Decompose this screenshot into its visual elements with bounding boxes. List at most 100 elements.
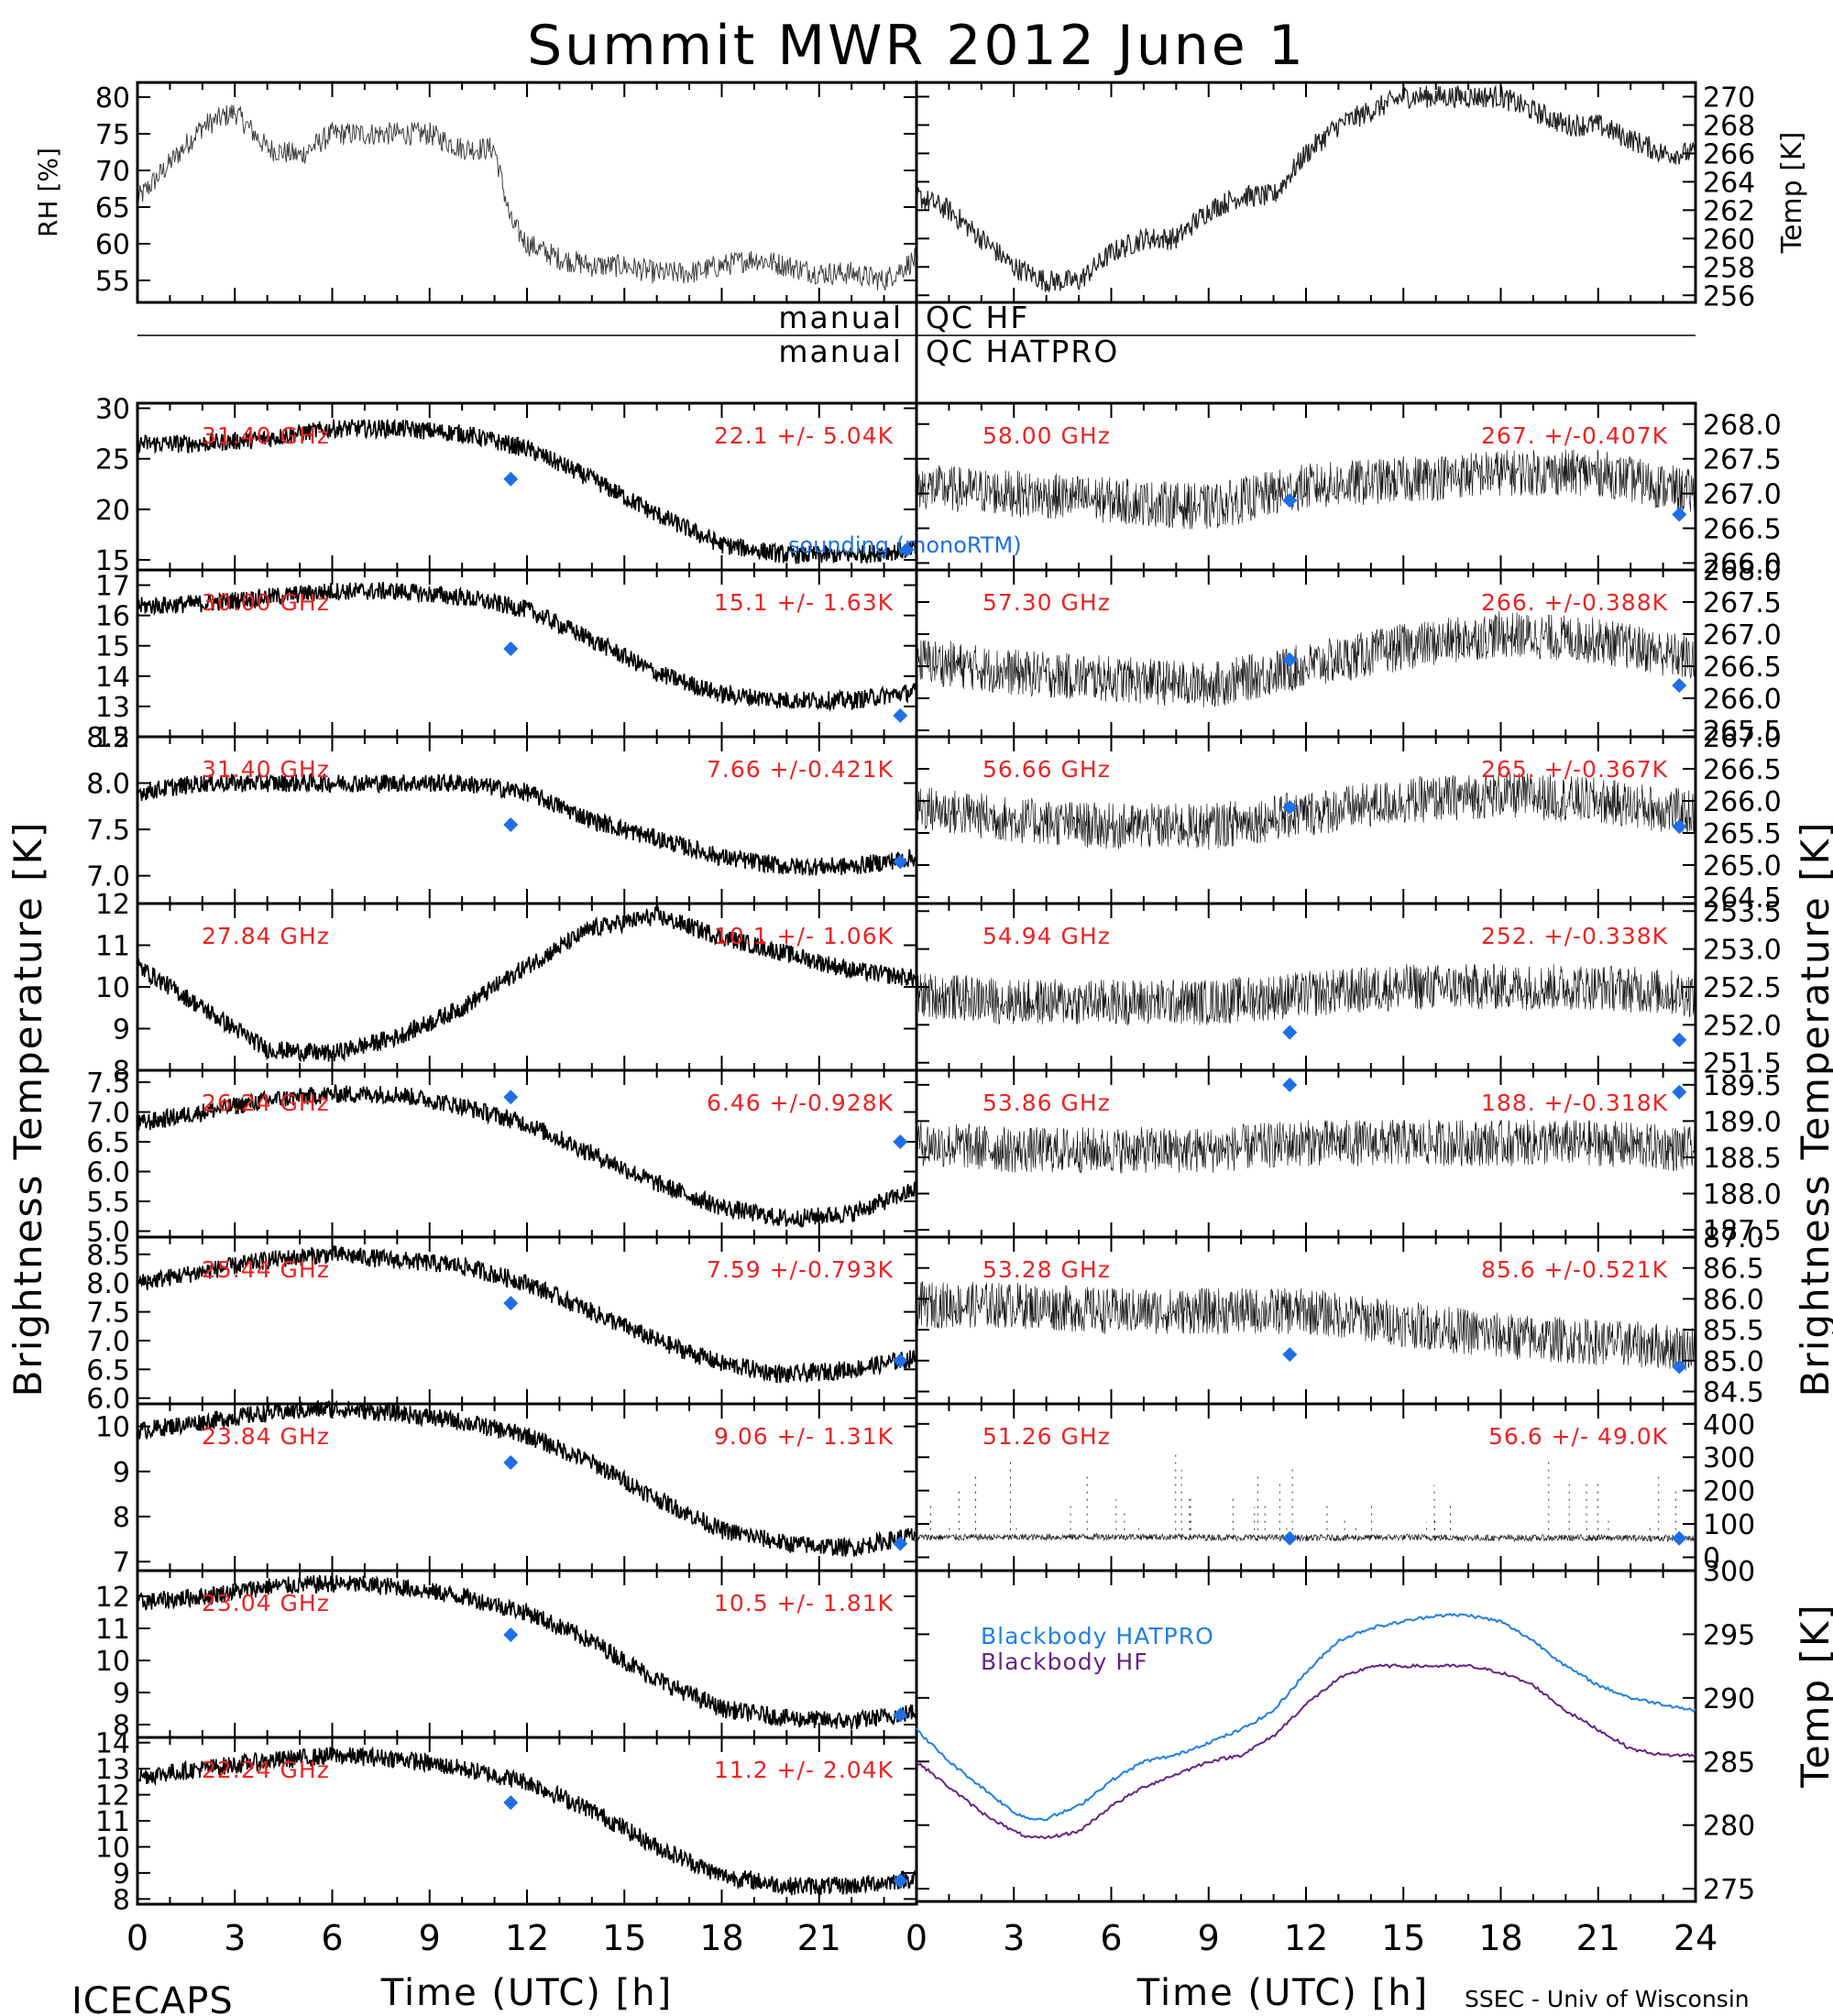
left-panel-ytick-label: 6.5 — [86, 1127, 130, 1159]
left-panel-ytick-label: 15 — [95, 631, 130, 663]
left-panel-6: 6.06.57.07.58.08.5 25.44 GHz 7.59 +/-0.793… — [86, 1235, 918, 1416]
x-tick-label-left: 3 — [224, 1918, 246, 1958]
left-panel-ytick-label: 7 — [113, 1547, 130, 1579]
right-panel-5: 187.5 188.0 188.5 189.0 189.5 53.86 GHz 188. +… — [915, 1068, 1782, 1247]
rh-panel-ytick-label: 70 — [95, 156, 130, 188]
bb-series-line — [916, 1662, 1696, 1840]
right-panel-ytick-label: 187.5 — [1703, 1215, 1782, 1247]
left-panel-ytick-label: 8 — [113, 1884, 130, 1916]
sounding-marker — [503, 471, 519, 487]
left-panel-trace — [137, 418, 917, 564]
left-panel-ytick-label: 7.5 — [86, 1298, 130, 1330]
sounding-marker — [503, 817, 519, 833]
left-panel-ytick-label: 7.5 — [86, 815, 130, 847]
left-panel-ytick-label: 8.0 — [86, 1268, 130, 1300]
right-panel-ytick-label: 252.0 — [1703, 1010, 1782, 1042]
left-panel-ytick-label: 5.5 — [86, 1187, 130, 1219]
right-panel-ytick-label: 264.5 — [1703, 882, 1782, 915]
right-panel-trace — [916, 1280, 1696, 1371]
rh-panel-ytick-label: 60 — [95, 229, 130, 261]
right-panel-ytick-label: 400 — [1703, 1409, 1755, 1441]
right-panel-ytick-label: 200 — [1703, 1476, 1755, 1508]
right-panel-ytick-label: 189.0 — [1703, 1106, 1782, 1138]
rh-panel-ytick-label: 55 — [95, 266, 130, 298]
left-panel-ytick-label: 11 — [95, 1614, 130, 1646]
sounding-marker — [893, 1134, 908, 1149]
rh-ylabel: RH [%] — [33, 148, 63, 237]
right-panel-ytick-label: 266.5 — [1703, 514, 1782, 546]
temp-panel-ytick-label: 266 — [1703, 138, 1755, 170]
right-panel-freq-label: 57.30 GHz — [982, 589, 1111, 616]
left-panel-stat-label: 11.2 +/- 2.04K — [714, 1757, 894, 1783]
left-panel-stat-label: 15.1 +/- 1.63K — [714, 589, 894, 616]
left-panel-freq-label: 25.44 GHz — [202, 1256, 330, 1283]
right-panel-ytick-label: 267.5 — [1703, 587, 1782, 619]
top-left-panel: 55 60 65 70 75 80 RH [%] — [33, 81, 918, 304]
x-tick-label-right: 24 — [1674, 1918, 1718, 1958]
right-panel-ytick-label: 253.0 — [1703, 935, 1782, 967]
temp-panel-ytick-label: 260 — [1703, 224, 1755, 256]
sounding-marker — [893, 1873, 908, 1889]
left-panel-stat-label: 10.1 +/- 1.06K — [714, 923, 894, 949]
left-panel-freq-label: 31.40 GHz — [202, 422, 330, 449]
right-panel-ytick-label: 267.0 — [1703, 479, 1782, 511]
qc-right-2: QC HATPRO — [926, 334, 1119, 369]
footer-left: ICECAPS — [71, 1980, 234, 2016]
left-panel-stat-label: 7.66 +/-0.421K — [707, 756, 894, 783]
sounding-marker — [503, 1454, 519, 1470]
left-panel-ytick-label: 9 — [113, 1678, 130, 1710]
rh-panel-ytick-label: 65 — [95, 192, 130, 225]
right-panel-ytick-label: 266.0 — [1703, 684, 1782, 716]
left-panel-trace — [137, 581, 917, 712]
qc-block: manual QC HF manual QC HATPRO — [137, 300, 1696, 369]
bb-panel-ytick-label: 290 — [1703, 1683, 1755, 1715]
left-panel-ytick-label: 8.5 — [86, 722, 130, 754]
x-axis-label-left: Time (UTC) [h] — [380, 1972, 673, 2014]
right-panel-ytick-label: 85.5 — [1703, 1315, 1764, 1347]
right-panel-trace — [916, 1119, 1696, 1174]
temp-panel-ytick-label: 264 — [1703, 167, 1755, 199]
left-panel-trace — [137, 772, 917, 876]
x-tick-label-left: 15 — [602, 1918, 646, 1958]
right-panel-stat-label: 85.6 +/-0.521K — [1481, 1256, 1668, 1283]
right-panel-trace — [916, 963, 1696, 1026]
right-panel-ytick-label: 84.5 — [1703, 1377, 1764, 1409]
sounding-marker — [893, 1353, 908, 1368]
right-panel-ytick-label: 265.0 — [1703, 850, 1782, 882]
left-panel-ytick-label: 16 — [95, 601, 130, 633]
right-panel-ytick-label: 189.5 — [1703, 1070, 1782, 1102]
left-panel-4: 8 9 10 11 12 27.84 GHz 10.1 +/- 1.06K — [95, 889, 918, 1088]
right-panel-stat-label: 252. +/-0.338K — [1481, 923, 1668, 949]
right-panel-freq-label: 58.00 GHz — [982, 422, 1111, 449]
right-panel-trace — [916, 772, 1696, 850]
right-panel-ytick-label: 253.5 — [1703, 896, 1782, 928]
right-panel-stat-label: 267. +/-0.407K — [1481, 422, 1668, 449]
right-panel-4: 251.5 252.0 252.5 253.0 253.5 54.94 GHz 252. +… — [915, 896, 1782, 1080]
blackbody-ylabel: Temp [K] — [1793, 1603, 1833, 1789]
left-panel-ytick-label: 11 — [95, 1806, 130, 1838]
bb-panel-ytick-label: 280 — [1703, 1811, 1755, 1843]
temp-panel-frame — [915, 81, 1697, 304]
temp-panel-ytick-label: 268 — [1703, 110, 1755, 142]
left-panel-ytick-label: 9 — [113, 1014, 130, 1046]
sounding-marker — [1282, 1530, 1298, 1546]
left-panel-freq-label: 30.00 GHz — [202, 589, 330, 616]
left-panel-trace — [137, 1574, 917, 1730]
left-panel-ytick-label: 8.0 — [86, 769, 130, 801]
left-panel-ytick-label: 14 — [95, 662, 130, 694]
sounding-marker — [503, 641, 519, 657]
x-tick-label-left: 18 — [699, 1918, 743, 1958]
sounding-marker — [1672, 1032, 1687, 1047]
temp-panel-ytick-label: 258 — [1703, 252, 1755, 284]
left-panel-stat-label: 7.59 +/-0.793K — [707, 1256, 894, 1283]
left-panel-freq-label: 31.40 GHz — [202, 756, 330, 783]
right-panel-trace — [916, 449, 1696, 530]
x-tick-label-right: 9 — [1198, 1918, 1220, 1958]
left-panels: 15 20 25 30 31.40 GHz 22.1 +/- 5.04K sounding … — [86, 394, 1021, 1917]
left-panel-ytick-label: 8 — [113, 1710, 130, 1742]
bb-panel-ytick-label: 295 — [1703, 1619, 1755, 1651]
sounding-marker — [1672, 1530, 1687, 1546]
